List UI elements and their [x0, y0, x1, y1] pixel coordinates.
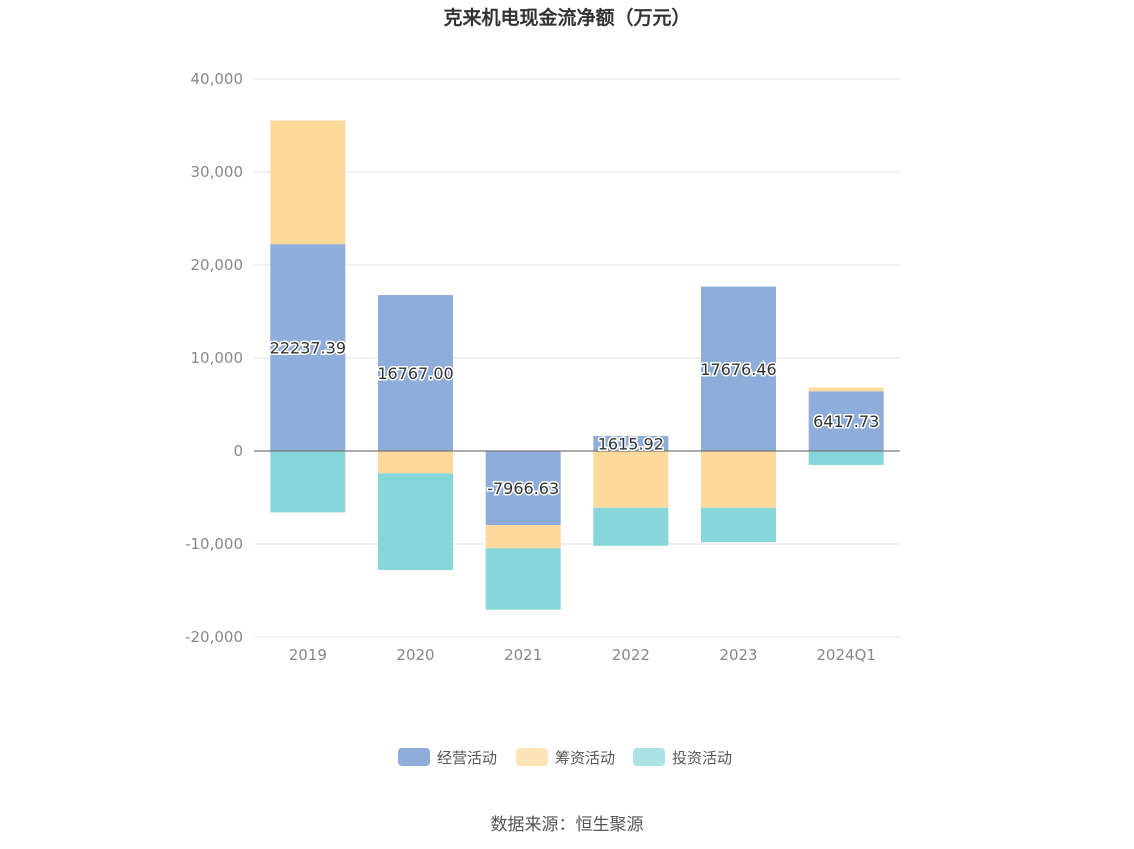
x-tick-label: 2019	[289, 646, 327, 664]
bar	[270, 451, 346, 513]
y-tick-label: 20,000	[191, 256, 244, 274]
y-tick-label: 10,000	[191, 349, 244, 367]
legend-swatch	[516, 748, 548, 766]
y-tick-label: 40,000	[191, 70, 244, 88]
legend: 经营活动 筹资活动 投资活动	[398, 748, 732, 767]
x-axis-tick-labels: 2019 2020 2021 2022 2023 2024Q1	[289, 646, 876, 664]
bar	[485, 525, 561, 549]
legend-label: 筹资活动	[555, 749, 615, 767]
data-label: 17676.46	[700, 360, 776, 379]
y-tick-label: -10,000	[185, 535, 243, 553]
legend-label: 投资活动	[672, 749, 732, 767]
legend-swatch	[633, 748, 665, 766]
grid-lines	[254, 78, 900, 638]
x-tick-label: 2020	[396, 646, 434, 664]
bar	[701, 286, 776, 451]
bar	[808, 451, 884, 465]
bar	[808, 391, 884, 451]
y-tick-label: -20,000	[185, 628, 243, 646]
bars	[270, 120, 884, 610]
bar	[808, 387, 884, 392]
y-tick-label: 0	[233, 442, 243, 460]
legend-swatch	[398, 748, 430, 766]
legend-label: 经营活动	[437, 749, 497, 767]
y-axis-tick-labels: 40,000 30,000 20,000 10,000 0 -10,000 -20,000	[185, 70, 243, 646]
data-label: 22237.39	[270, 339, 346, 358]
y-tick-label: 30,000	[191, 163, 244, 181]
bar	[378, 473, 453, 571]
bar	[270, 120, 346, 245]
bar	[485, 548, 561, 610]
bar	[593, 435, 669, 451]
bar	[378, 295, 453, 451]
x-tick-label: 2021	[504, 646, 542, 664]
data-label: 16767.00	[377, 364, 453, 383]
bar	[701, 507, 776, 543]
x-tick-label: 2022	[612, 646, 650, 664]
data-label: 1615.92	[598, 434, 664, 453]
chart-title: 克来机电现金流净额（万元）	[443, 6, 690, 29]
bar	[270, 244, 346, 451]
x-tick-label: 2024Q1	[816, 646, 876, 664]
bar	[593, 507, 669, 546]
bar	[485, 451, 561, 526]
bar	[593, 451, 669, 508]
source-note: 数据来源：恒生聚源	[491, 815, 644, 835]
bar	[701, 451, 776, 508]
data-label: -7966.63	[487, 479, 559, 498]
x-tick-label: 2023	[719, 646, 757, 664]
data-labels: 22237.39 16767.00 -7966.63 1615.92 17676.46 6…	[268, 337, 881, 499]
zero-line-layer	[254, 450, 900, 638]
data-label: 6417.73	[813, 412, 879, 431]
bar	[378, 451, 453, 474]
